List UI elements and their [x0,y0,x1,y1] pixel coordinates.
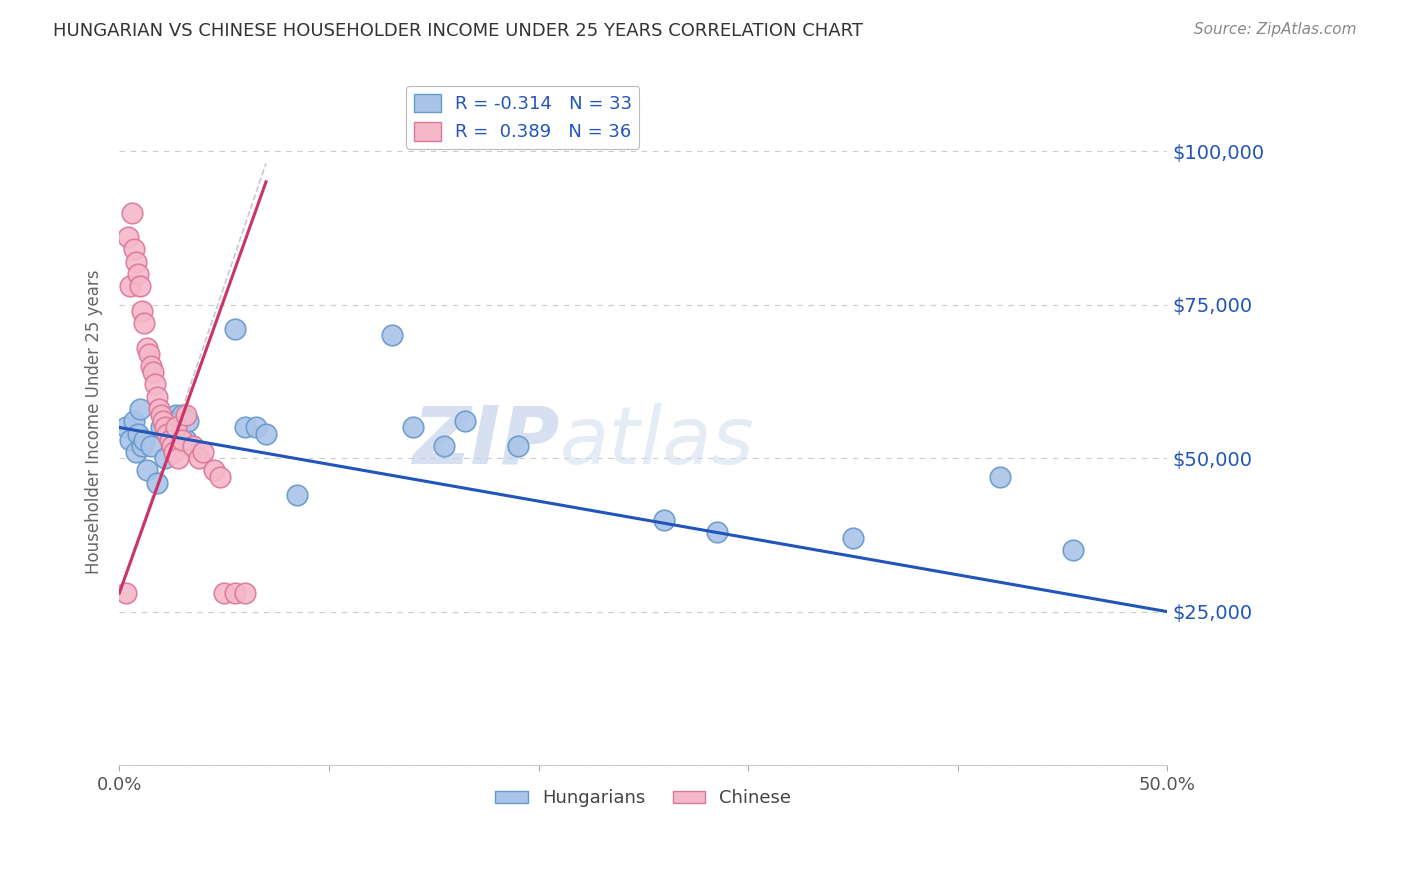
Point [148,402,170,417]
Point [381,328,404,343]
Point [131,439,153,453]
Point [155,451,177,466]
Point [127,426,149,441]
Point [150,420,173,434]
Point [287,488,309,502]
Point [160,420,183,434]
Point [150,408,173,422]
Point [172,408,194,422]
Point [245,420,267,434]
Point [181,439,204,453]
Legend: Hungarians, Chinese: Hungarians, Chinese [488,782,799,814]
Point [454,414,477,428]
Point [506,439,529,453]
Text: ZIP: ZIP [412,403,560,481]
Point [143,377,166,392]
Point [191,445,214,459]
Point [233,586,256,600]
Point [1062,543,1084,558]
Point [114,420,136,434]
Point [187,451,209,466]
Point [233,420,256,434]
Point [224,322,246,336]
Point [121,205,143,219]
Text: Source: ZipAtlas.com: Source: ZipAtlas.com [1194,22,1357,37]
Point [654,512,676,526]
Point [842,531,865,545]
Point [160,439,183,453]
Point [122,243,145,257]
Point [135,463,157,477]
Point [224,586,246,600]
Point [118,279,141,293]
Point [202,463,225,477]
Point [127,267,149,281]
Text: HUNGARIAN VS CHINESE HOUSEHOLDER INCOME UNDER 25 YEARS CORRELATION CHART: HUNGARIAN VS CHINESE HOUSEHOLDER INCOME … [53,22,863,40]
Point [114,586,136,600]
Point [142,365,165,379]
Point [176,408,198,422]
Y-axis label: Householder Income Under 25 years: Householder Income Under 25 years [86,269,103,574]
Point [254,426,277,441]
Point [433,439,456,453]
Point [134,316,156,330]
Point [167,451,190,466]
Point [152,414,174,428]
Point [177,414,200,428]
Point [212,586,235,600]
Point [988,469,1011,483]
Point [163,445,186,459]
Point [129,402,152,417]
Point [706,524,728,539]
Point [135,341,157,355]
Point [146,475,169,490]
Point [139,359,162,373]
Point [118,433,141,447]
Point [117,230,139,244]
Point [156,426,179,441]
Point [138,347,160,361]
Point [155,420,177,434]
Point [122,414,145,428]
Point [402,420,425,434]
Point [208,469,231,483]
Point [131,303,153,318]
Point [172,433,194,447]
Point [165,420,187,434]
Text: atlas: atlas [560,403,754,481]
Point [159,433,181,447]
Point [176,433,198,447]
Point [129,279,152,293]
Point [125,254,148,268]
Point [134,433,156,447]
Point [139,439,162,453]
Point [125,445,148,459]
Point [165,408,187,422]
Point [146,390,169,404]
